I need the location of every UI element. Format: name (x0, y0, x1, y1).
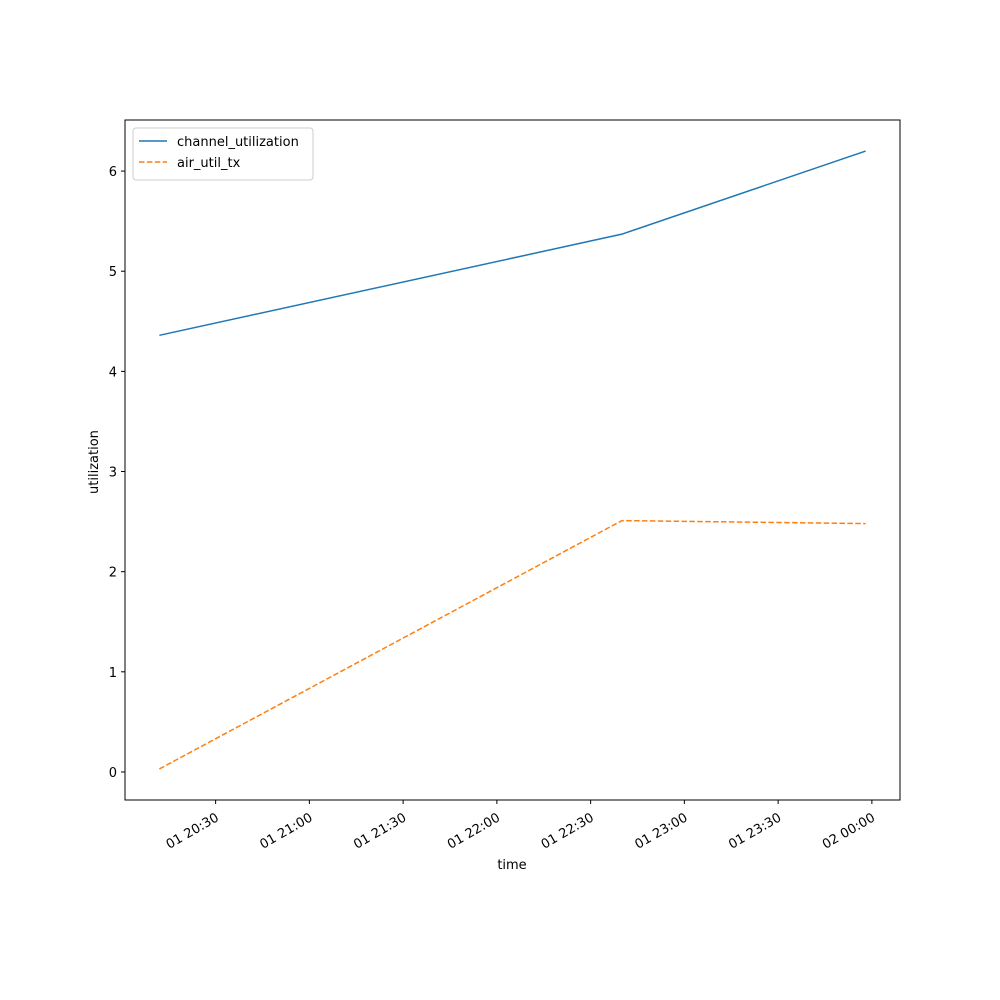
legend-label: air_util_tx (177, 156, 241, 171)
legend-label: channel_utilization (177, 135, 299, 150)
series-line (159, 150, 866, 337)
y-axis-label: utilization (87, 430, 102, 494)
y-tick-label: 3 (109, 466, 117, 481)
y-tick-label: 4 (109, 365, 117, 380)
y-tick-label: 0 (109, 766, 117, 781)
y-tick-label: 6 (109, 165, 117, 180)
legend-box (132, 127, 314, 181)
y-tick-label: 2 (109, 566, 117, 581)
y-tick-label: 1 (109, 666, 117, 681)
y-tick-label: 5 (109, 265, 117, 280)
x-axis-label: time (497, 858, 526, 873)
axes-frame (124, 119, 901, 801)
legend: channel_utilization air_util_tx (132, 127, 314, 181)
series-line (159, 519, 866, 770)
